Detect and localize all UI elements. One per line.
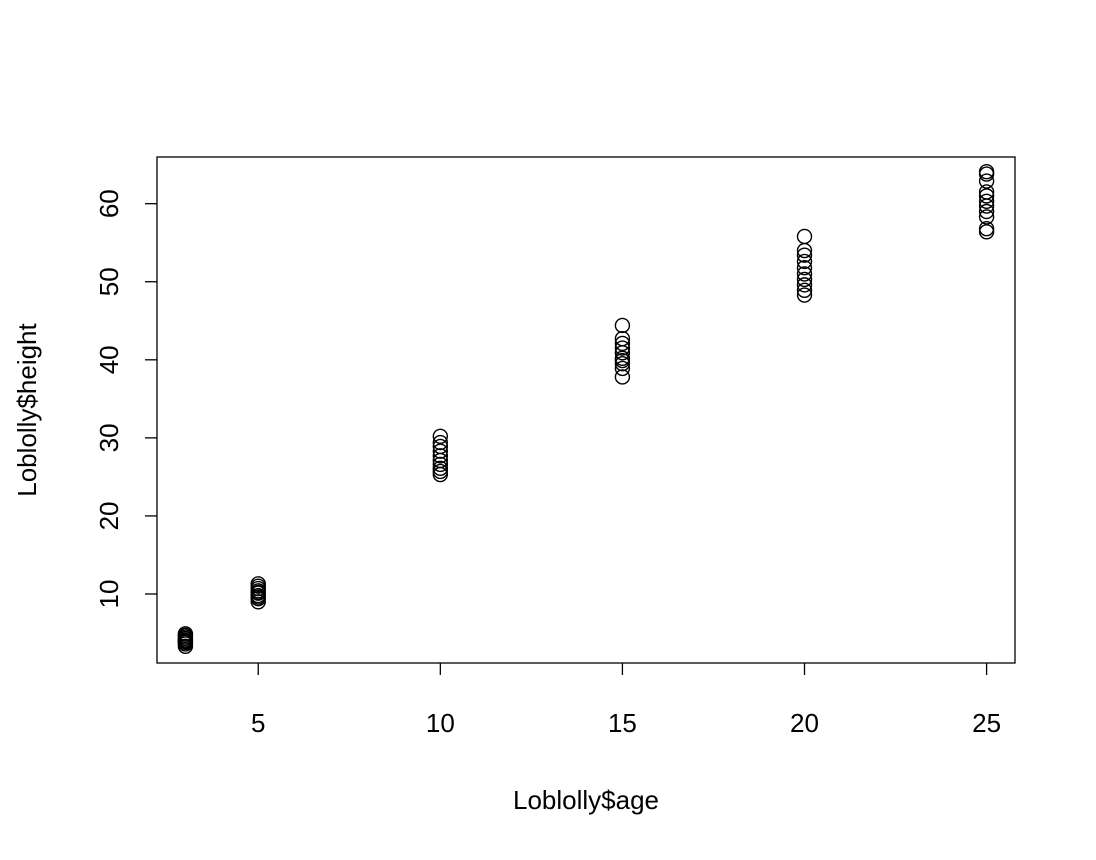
- data-point: [432, 438, 449, 455]
- data-point: [614, 331, 631, 347]
- x-axis-title: Loblolly$age: [513, 785, 659, 815]
- x-tick-label: 25: [972, 708, 1001, 738]
- x-axis: 5 10 15 20 25: [251, 663, 1001, 738]
- data-point: [614, 340, 631, 356]
- x-tick-label: 5: [251, 708, 265, 738]
- y-tick-label: 10: [94, 580, 124, 609]
- data-point: [177, 626, 194, 642]
- data-point: [796, 266, 813, 282]
- data-point: [978, 203, 995, 220]
- data-point: [978, 209, 995, 225]
- data-point: [796, 247, 813, 263]
- data-point: [978, 173, 995, 189]
- plot-frame: [156, 156, 1016, 664]
- data-points: [177, 163, 995, 654]
- data-point: [432, 428, 449, 445]
- data-point: [250, 584, 266, 601]
- data-point: [250, 589, 266, 605]
- data-point: [614, 352, 631, 369]
- data-point: [796, 259, 813, 276]
- data-point: [796, 277, 813, 293]
- data-point: [978, 193, 995, 210]
- data-point: [614, 317, 631, 334]
- data-point: [614, 335, 631, 352]
- data-point: [978, 220, 995, 237]
- x-tick-label: 20: [790, 708, 819, 738]
- y-tick-label: 30: [94, 423, 124, 452]
- x-tick-label: 15: [608, 708, 637, 738]
- data-point: [978, 188, 995, 204]
- data-point: [978, 163, 995, 180]
- data-point: [432, 443, 449, 459]
- y-tick-label: 60: [94, 189, 124, 218]
- data-point: [432, 456, 449, 473]
- data-point: [796, 287, 813, 303]
- data-point: [177, 634, 194, 651]
- data-point: [978, 184, 995, 200]
- data-point: [796, 253, 813, 270]
- data-point: [796, 271, 813, 288]
- data-point: [614, 360, 631, 377]
- data-point: [978, 224, 995, 240]
- data-point: [614, 369, 631, 385]
- data-point: [796, 228, 813, 245]
- y-axis-title: Loblolly$height: [12, 322, 42, 496]
- y-tick-label: 50: [94, 267, 124, 296]
- data-point: [432, 448, 449, 464]
- y-axis: 10 20 30 40 50 60: [94, 189, 157, 608]
- data-point: [796, 282, 813, 299]
- x-tick-label: 10: [426, 708, 455, 738]
- data-point: [432, 434, 449, 451]
- data-point: [432, 460, 449, 477]
- y-tick-label: 20: [94, 501, 124, 530]
- y-tick-label: 40: [94, 345, 124, 374]
- data-point: [250, 576, 266, 592]
